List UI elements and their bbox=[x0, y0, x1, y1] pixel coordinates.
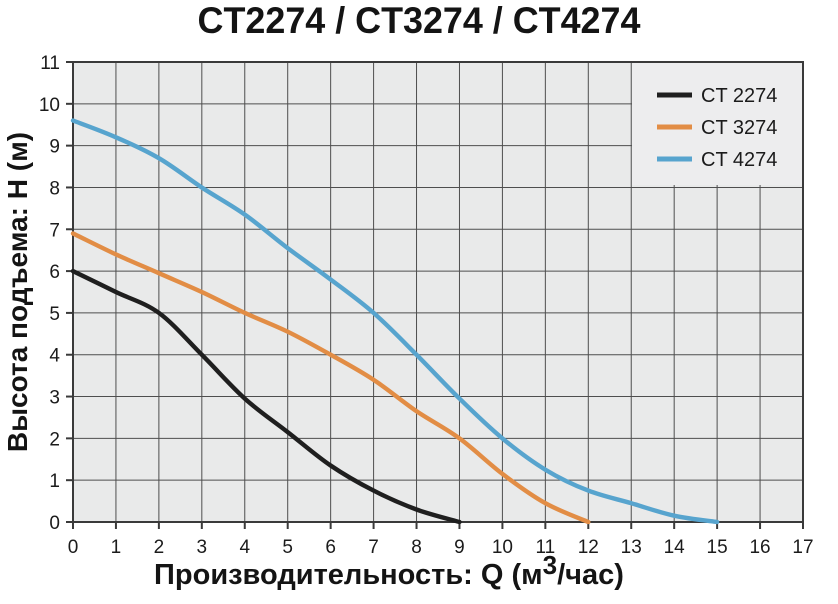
x-tick-label: 16 bbox=[749, 537, 770, 558]
x-tick-label: 9 bbox=[454, 537, 465, 558]
x-axis-label-superscript: 3 bbox=[542, 550, 558, 581]
x-tick-label: 8 bbox=[411, 537, 422, 558]
x-tick-label: 13 bbox=[621, 537, 642, 558]
x-tick-label: 0 bbox=[68, 537, 79, 558]
series-curve-ct-3274 bbox=[70, 231, 591, 525]
series-curve-ct-2274 bbox=[70, 268, 462, 525]
x-axis-label: Производительность: Q (м3/час) bbox=[30, 551, 748, 592]
x-tick-label: 6 bbox=[325, 537, 336, 558]
x-tick-label: 12 bbox=[578, 537, 599, 558]
x-tick-label: 14 bbox=[664, 537, 686, 558]
x-tick-label: 3 bbox=[197, 537, 208, 558]
legend-label: CT 2274 bbox=[701, 85, 777, 107]
x-tick-label: 7 bbox=[368, 537, 379, 558]
x-axis-label-suffix: /час) bbox=[557, 559, 624, 591]
legend-label: CT 4274 bbox=[701, 149, 777, 171]
x-tick-label: 11 bbox=[535, 537, 555, 558]
x-tick-label: 2 bbox=[154, 537, 165, 558]
y-tick-label: 3 bbox=[49, 388, 60, 409]
y-tick-label: 4 bbox=[49, 346, 60, 367]
series-curve-ct-4274 bbox=[70, 118, 720, 525]
y-tick-label: 0 bbox=[49, 513, 60, 534]
x-axis-label-text: Производительность: Q (м bbox=[154, 559, 543, 591]
legend-box bbox=[632, 63, 802, 185]
y-tick-label: 2 bbox=[49, 429, 60, 450]
y-tick-label: 10 bbox=[39, 95, 60, 116]
x-tick-label: 4 bbox=[239, 537, 250, 558]
x-tick-label: 5 bbox=[282, 537, 293, 558]
y-axis-label: Высота подъема: H (м) bbox=[2, 131, 33, 453]
x-tick-label: 1 bbox=[111, 537, 122, 558]
y-tick-label: 7 bbox=[49, 220, 60, 241]
x-tick-label: 17 bbox=[792, 537, 813, 558]
y-tick-label: 5 bbox=[49, 304, 60, 325]
chart-title: CT2274 / CT3274 / CT4274 bbox=[197, 0, 641, 41]
y-tick-label: 6 bbox=[49, 262, 60, 283]
legend-label: CT 3274 bbox=[701, 117, 777, 139]
x-tick-label: 10 bbox=[492, 537, 513, 558]
x-tick-label: 15 bbox=[707, 537, 728, 558]
plot-border bbox=[72, 61, 804, 523]
y-tick-label: 8 bbox=[49, 178, 60, 199]
y-tick-label: 9 bbox=[49, 137, 60, 158]
y-tick-label: 1 bbox=[49, 471, 60, 492]
y-tick-label: 11 bbox=[40, 53, 60, 74]
